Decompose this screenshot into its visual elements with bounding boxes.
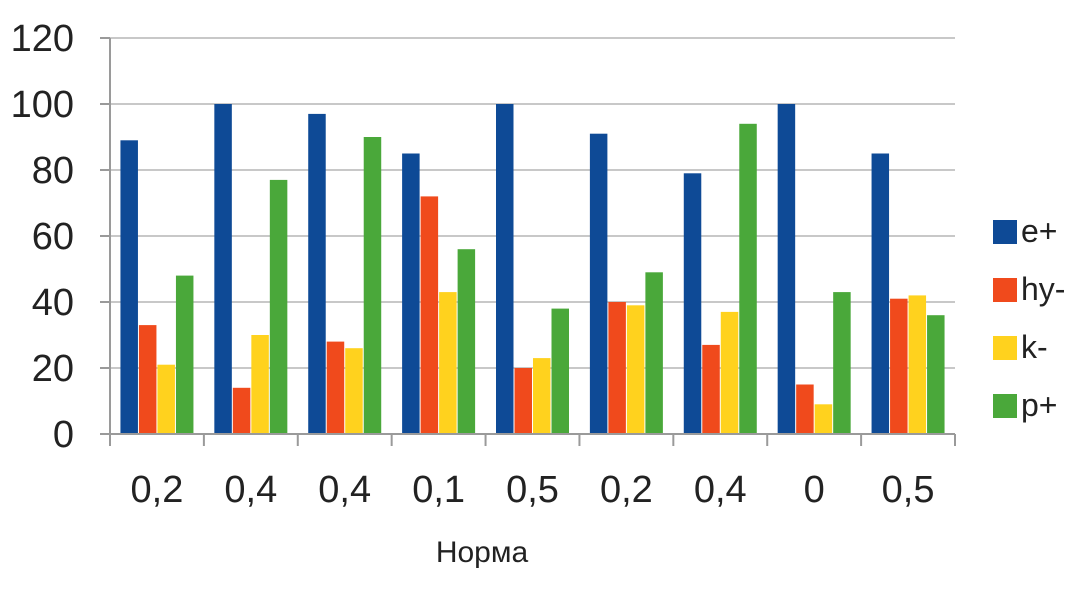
bar-p bbox=[551, 308, 569, 434]
bar-hy bbox=[608, 302, 626, 434]
bars bbox=[120, 104, 945, 435]
y-tick-label: 120 bbox=[11, 18, 74, 60]
bar-e bbox=[683, 173, 702, 435]
bar-p bbox=[457, 249, 476, 434]
y-tick-label: 100 bbox=[11, 84, 74, 126]
x-tick-label: 0,2 bbox=[600, 469, 653, 511]
bar-hy bbox=[890, 298, 908, 434]
bar-hy bbox=[702, 344, 720, 434]
bar-hy bbox=[138, 325, 157, 434]
x-tick-label: 0,5 bbox=[506, 469, 559, 511]
legend-swatch bbox=[993, 336, 1017, 360]
x-tick-label: 0,4 bbox=[224, 469, 277, 511]
axes bbox=[109, 38, 956, 446]
bar-k bbox=[626, 305, 645, 434]
bar-k bbox=[814, 404, 833, 434]
bar-e bbox=[589, 133, 608, 434]
legend-swatch bbox=[993, 394, 1017, 418]
legend-swatch bbox=[993, 278, 1017, 302]
bar-k bbox=[908, 295, 927, 434]
bar-p bbox=[363, 137, 382, 434]
bar-hy bbox=[796, 384, 814, 434]
legend-label: e+ bbox=[1021, 213, 1057, 249]
bar-p bbox=[739, 123, 757, 435]
bar-p bbox=[833, 292, 851, 434]
bar-e bbox=[402, 153, 420, 434]
x-tick-label: 0,4 bbox=[318, 469, 371, 511]
x-tick-label: 0,1 bbox=[412, 469, 465, 511]
legend: e+ hy-k-p+ bbox=[993, 213, 1065, 423]
bar-hy bbox=[232, 387, 251, 434]
legend-label: k- bbox=[1021, 329, 1048, 365]
bar-e bbox=[120, 140, 138, 435]
bar-e bbox=[871, 153, 890, 434]
bar-p bbox=[175, 275, 194, 434]
bar-k bbox=[157, 364, 175, 434]
bar-hy bbox=[420, 196, 439, 434]
bar-e bbox=[496, 104, 514, 434]
bar-hy bbox=[514, 368, 532, 434]
x-tick-label: 0,4 bbox=[694, 469, 747, 511]
y-tick-label: 60 bbox=[32, 216, 74, 258]
bar-k bbox=[720, 311, 739, 434]
bar-k bbox=[345, 348, 363, 434]
grid-lines bbox=[100, 37, 955, 435]
bar-e bbox=[214, 104, 232, 434]
bar-k bbox=[439, 292, 457, 434]
x-tick-labels: 0,2 0,4 0,4 0,1 0,5 0,2 0,4 0 0,5 bbox=[131, 469, 935, 511]
bar-hy bbox=[326, 341, 345, 434]
bar-p bbox=[927, 315, 945, 434]
bar-e bbox=[308, 113, 326, 435]
bar-e bbox=[777, 104, 796, 434]
y-tick-labels: 0 20 40 60 80 100 120 bbox=[11, 18, 74, 456]
bar-p bbox=[645, 272, 663, 434]
legend-label: p+ bbox=[1021, 387, 1057, 423]
legend-label: hy- bbox=[1021, 271, 1065, 307]
legend-swatch bbox=[993, 220, 1017, 244]
x-axis-title: Норма bbox=[436, 536, 529, 569]
y-tick-label: 20 bbox=[32, 348, 74, 390]
y-tick-label: 40 bbox=[32, 282, 74, 324]
bar-p bbox=[269, 179, 288, 434]
x-tick-label: 0 bbox=[804, 469, 825, 511]
y-tick-label: 0 bbox=[53, 414, 74, 456]
y-tick-label: 80 bbox=[32, 150, 74, 192]
bar-k bbox=[251, 335, 269, 434]
bar-k bbox=[533, 358, 551, 434]
x-tick-label: 0,5 bbox=[882, 469, 935, 511]
x-tick-label: 0,2 bbox=[131, 469, 184, 511]
